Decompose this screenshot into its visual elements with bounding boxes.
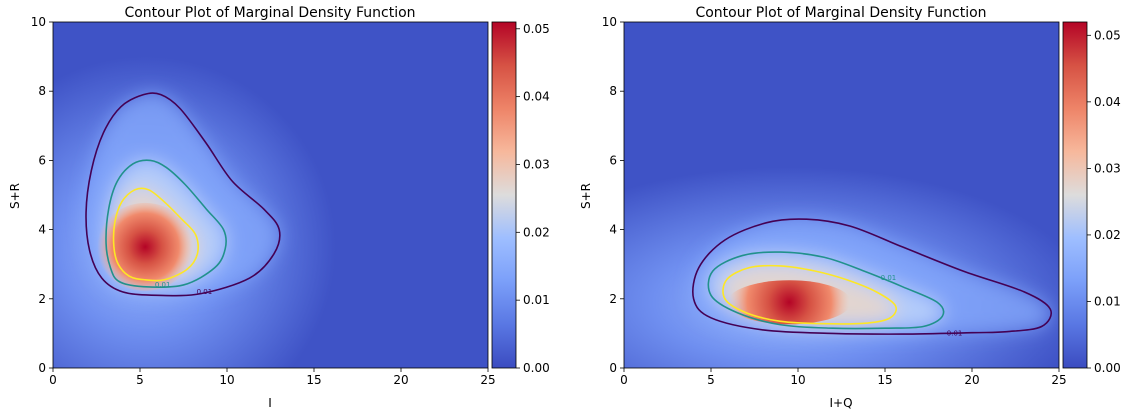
chart-title: Contour Plot of Marginal Density Functio… bbox=[124, 5, 415, 21]
colorbar-tick-label: 0.02 bbox=[1094, 228, 1121, 242]
plot-area: 0.01 0.01 0 5 10 15 20 25 0 2 4 6 8 10 bbox=[602, 15, 1067, 387]
chart-title: Contour Plot of Marginal Density Functio… bbox=[695, 5, 986, 21]
contour-label: 0.01 bbox=[155, 281, 171, 289]
contour-line bbox=[707, 251, 945, 330]
chart-left: Contour Plot of Marginal Density Functio… bbox=[8, 5, 550, 410]
y-tick-label: 10 bbox=[602, 15, 617, 29]
colorbar: 0.00 0.01 0.02 0.03 0.04 0.05 bbox=[491, 21, 550, 375]
y-tick-label: 4 bbox=[609, 223, 617, 237]
chart-right: Contour Plot of Marginal Density Functio… bbox=[579, 5, 1121, 410]
colorbar-gradient bbox=[1062, 21, 1088, 369]
y-tick-label: 4 bbox=[38, 223, 46, 237]
colorbar-tick-label: 0.05 bbox=[1094, 28, 1121, 42]
y-tick-label: 0 bbox=[38, 361, 46, 375]
x-tick-label: 0 bbox=[49, 373, 57, 387]
x-tick-label: 25 bbox=[480, 373, 495, 387]
y-axis-label: S+R bbox=[8, 183, 22, 209]
x-tick-label: 5 bbox=[136, 373, 144, 387]
colorbar-tick-label: 0.01 bbox=[1094, 294, 1121, 308]
contour-label: 0.01 bbox=[881, 274, 897, 282]
y-tick-label: 2 bbox=[609, 292, 617, 306]
contour-line bbox=[722, 264, 898, 325]
y-tick-label: 6 bbox=[38, 153, 46, 167]
x-axis-label: I bbox=[268, 396, 272, 410]
colorbar-gradient bbox=[491, 21, 517, 369]
colorbar-tick-label: 0.00 bbox=[1094, 361, 1121, 375]
y-tick-label: 8 bbox=[38, 84, 46, 98]
colorbar-tick-label: 0.04 bbox=[1094, 95, 1121, 109]
colorbar-tick-label: 0.03 bbox=[1094, 161, 1121, 175]
x-tick-label: 25 bbox=[1051, 373, 1066, 387]
contour-line bbox=[85, 92, 281, 297]
x-tick-label: 20 bbox=[964, 373, 979, 387]
colorbar-tick-label: 0.00 bbox=[523, 361, 550, 375]
x-axis-label: I+Q bbox=[829, 396, 852, 410]
y-tick-label: 0 bbox=[609, 361, 617, 375]
x-tick-label: 0 bbox=[620, 373, 628, 387]
colorbar: 0.00 0.01 0.02 0.03 0.04 0.05 bbox=[1062, 21, 1121, 375]
x-tick-label: 10 bbox=[790, 373, 805, 387]
density-heatmap: 0.01 0.01 bbox=[53, 22, 488, 368]
y-axis-label: S+R bbox=[579, 183, 593, 209]
contour-line bbox=[692, 218, 1052, 335]
y-tick-label: 2 bbox=[38, 292, 46, 306]
density-heatmap: 0.01 0.01 bbox=[624, 22, 1059, 368]
y-tick-label: 10 bbox=[31, 15, 46, 29]
x-tick-label: 5 bbox=[707, 373, 715, 387]
contour-label: 0.01 bbox=[197, 288, 213, 296]
x-tick-label: 10 bbox=[219, 373, 234, 387]
y-tick-label: 8 bbox=[609, 84, 617, 98]
contour-line bbox=[112, 187, 199, 282]
contour-label: 0.01 bbox=[947, 329, 963, 337]
plot-area: 0.01 0.01 0 5 10 15 20 25 0 2 4 6 8 10 bbox=[31, 15, 496, 387]
x-tick-label: 15 bbox=[877, 373, 892, 387]
colorbar-tick-label: 0.04 bbox=[523, 90, 550, 104]
x-tick-label: 15 bbox=[306, 373, 321, 387]
contour-line bbox=[105, 159, 227, 289]
y-tick-label: 6 bbox=[609, 153, 617, 167]
colorbar-tick-label: 0.05 bbox=[523, 22, 550, 36]
colorbar-tick-label: 0.01 bbox=[523, 293, 550, 307]
colorbar-tick-label: 0.02 bbox=[523, 225, 550, 239]
x-tick-label: 20 bbox=[393, 373, 408, 387]
colorbar-tick-label: 0.03 bbox=[523, 157, 550, 171]
